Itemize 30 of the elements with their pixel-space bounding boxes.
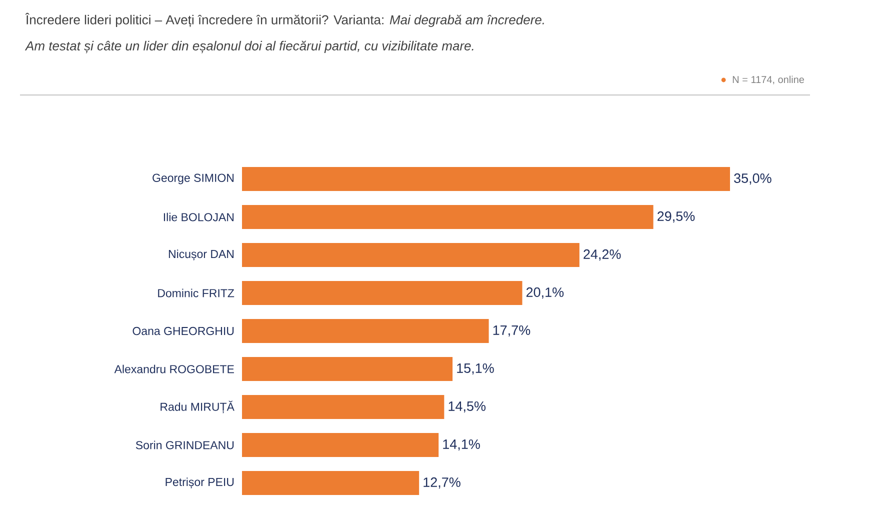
chart-title: Încredere lideri politici – Aveți încredere în următorii? Varianta: Mai degrabă am încredere.: [25, 12, 544, 28]
data-label: 20,1%: [526, 287, 564, 299]
bar: [242, 433, 439, 458]
y-tick-label: Oana GHEORGHIU: [132, 326, 234, 336]
data-label: 15,1%: [457, 363, 494, 375]
bar: [242, 205, 654, 230]
y-tick-label: George SIMION: [152, 174, 234, 184]
y-tick-label: Petrișor PEIU: [166, 478, 234, 488]
data-label: 17,7%: [493, 325, 530, 337]
y-tick-label: Dominic FRITZ: [158, 288, 234, 298]
data-label: 14,5%: [448, 401, 486, 413]
chart-subtitle: Am testat și câte un lider din eșalonul doi al fiecărui partid, cu vizibilitate mare.: [24, 40, 474, 54]
bar: [242, 243, 580, 268]
bar: [242, 167, 730, 192]
data-label: 29,5%: [658, 211, 695, 223]
bar: [242, 395, 444, 420]
bar: [242, 281, 522, 306]
data-label: 24,2%: [584, 249, 621, 261]
y-tick-label: Ilie BOLOJAN: [164, 212, 234, 222]
y-tick-label: Sorin GRINDEANU: [136, 440, 234, 450]
y-tick-label: Radu MIRUȚĂ: [160, 400, 234, 414]
bar: [242, 471, 420, 496]
bar: [242, 319, 489, 344]
data-label: 14,1%: [443, 439, 480, 451]
bar: [242, 357, 453, 382]
y-tick-label: Nicușor DAN: [168, 250, 234, 260]
y-tick-label: Alexandru ROGOBETE: [114, 364, 234, 374]
data-label: 12,7%: [424, 477, 460, 489]
data-label: 35,0%: [734, 173, 772, 185]
text: N = 1174, online: [732, 76, 804, 84]
